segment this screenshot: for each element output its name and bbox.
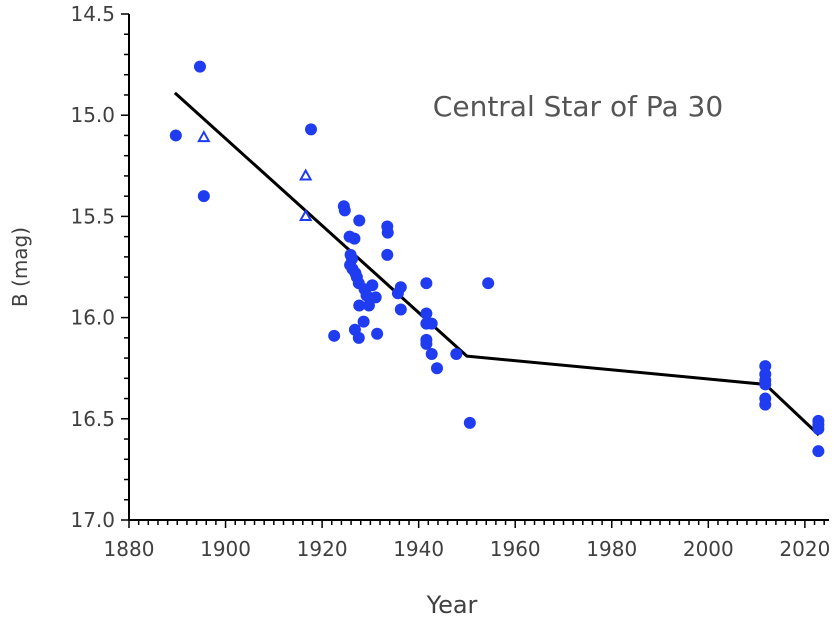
data-point-triangle [298, 168, 313, 181]
data-point [352, 331, 365, 344]
y-tick-label: 14.5 [70, 2, 115, 26]
y-axis-title: B (mag) [8, 227, 32, 307]
x-tick-label: 1960 [490, 537, 541, 561]
data-point [193, 60, 206, 73]
data-point [482, 277, 495, 290]
data-point [394, 281, 407, 294]
data-point [305, 123, 317, 136]
data-point [812, 445, 825, 458]
data-point [197, 190, 210, 203]
data-point [169, 129, 182, 142]
data-point [328, 329, 341, 342]
data-point [425, 348, 438, 361]
data-point [420, 277, 433, 290]
data-point [420, 337, 433, 350]
data-point [338, 204, 351, 217]
plot-frame [128, 14, 829, 521]
data-point-triangle [298, 208, 313, 221]
data-point [369, 291, 382, 304]
data-point [357, 315, 370, 328]
data-point [463, 416, 476, 429]
x-tick-label: 1900 [200, 537, 251, 561]
y-tick-label: 15.5 [70, 204, 115, 228]
data-point [353, 214, 366, 227]
data-point [371, 327, 384, 340]
data-point [812, 422, 825, 435]
x-tick-label: 1940 [393, 537, 444, 561]
data-point [381, 248, 394, 261]
fit-line [173, 91, 820, 437]
data-point [431, 362, 443, 375]
x-tick-label: 2020 [779, 537, 830, 561]
data-point [394, 303, 407, 316]
data-point [759, 398, 772, 411]
data-point [348, 232, 361, 245]
data-point-triangle [197, 130, 211, 143]
data-point [381, 226, 394, 239]
y-tick-label: 16.5 [70, 407, 115, 431]
data-point [346, 252, 359, 265]
data-point [450, 348, 463, 361]
y-axis-ticks: 14.5 15.0 15.5 16.0 16.5 17.0 [70, 2, 129, 532]
data-points [169, 60, 825, 458]
data-point [362, 299, 375, 312]
y-tick-label: 16.0 [70, 306, 115, 330]
x-tick-label: 1880 [104, 537, 155, 561]
data-point [759, 378, 772, 391]
x-tick-label: 2000 [683, 537, 734, 561]
data-point [366, 279, 379, 292]
x-axis-title: Year [426, 591, 478, 619]
data-point [353, 299, 366, 312]
x-tick-label: 1920 [297, 537, 348, 561]
y-tick-label: 15.0 [70, 103, 115, 127]
data-point [420, 307, 433, 320]
fit-line-group [173, 91, 820, 437]
x-tick-label: 1980 [586, 537, 637, 561]
y-tick-label: 17.0 [70, 508, 115, 532]
x-axis-ticks: 1880 1900 1920 1940 1960 1980 2000 2020 [104, 520, 830, 561]
data-point [360, 289, 373, 302]
chart-title: Central Star of Pa 30 [433, 90, 723, 123]
data-point [425, 317, 438, 330]
